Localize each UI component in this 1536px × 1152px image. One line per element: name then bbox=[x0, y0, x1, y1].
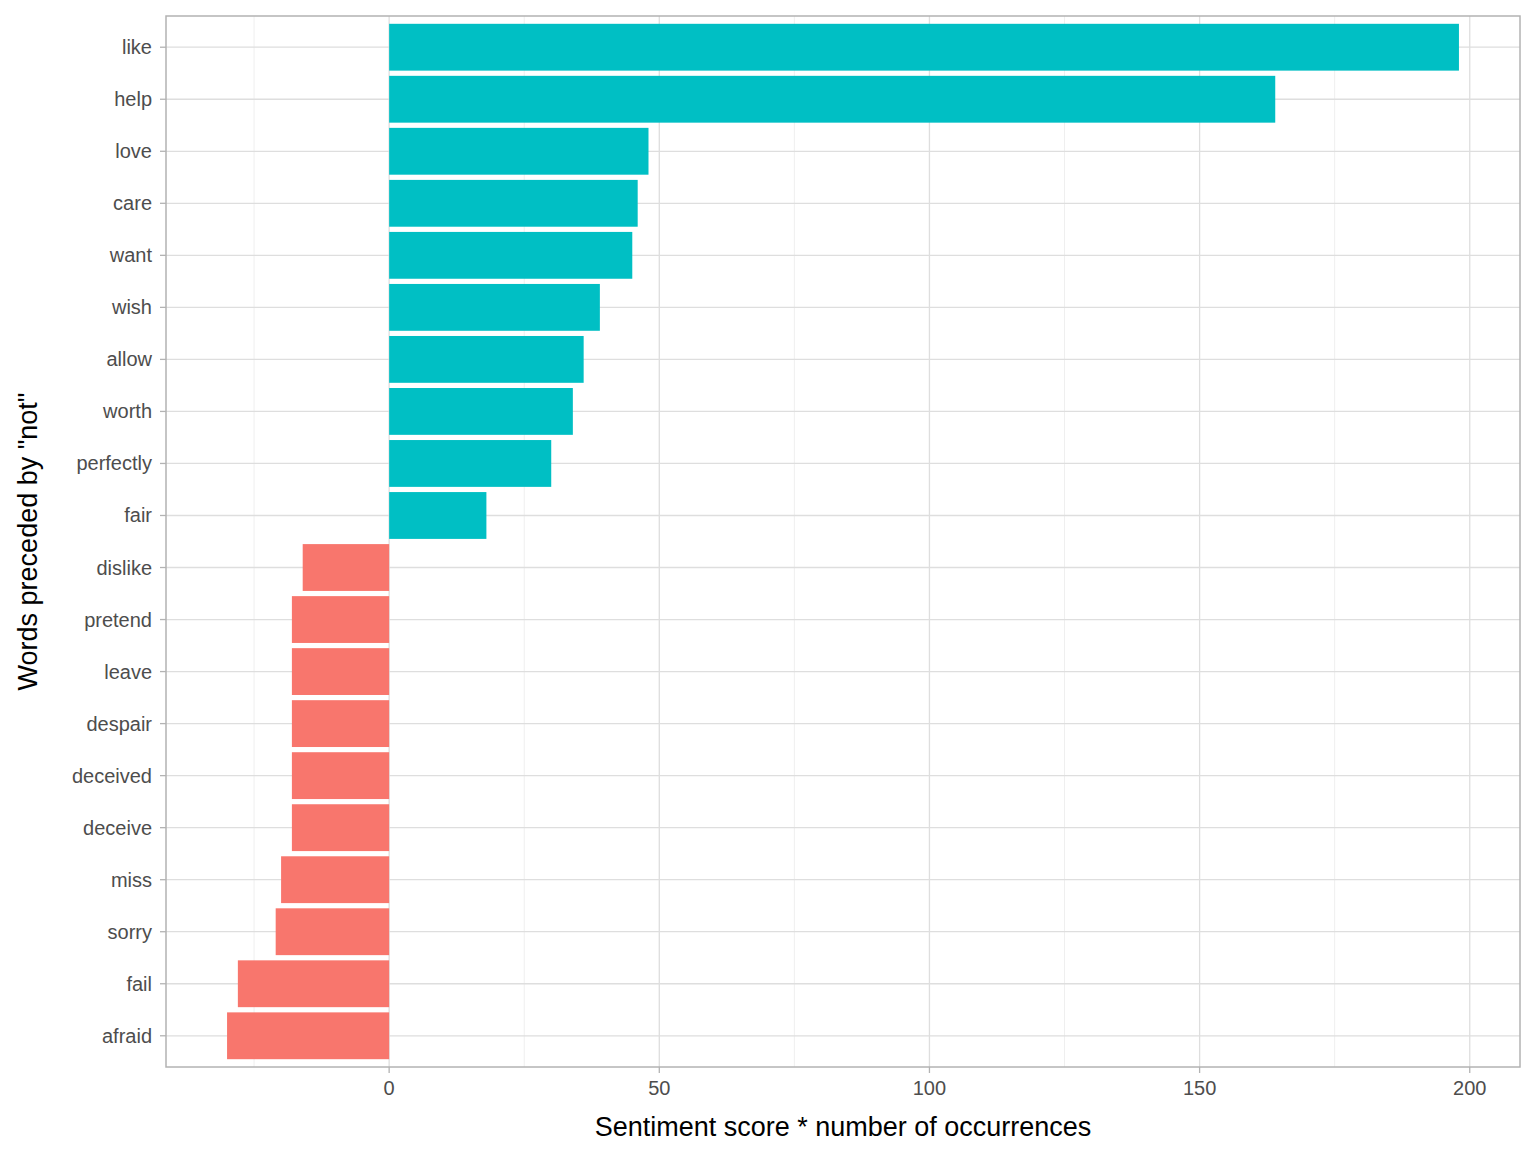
bar bbox=[292, 804, 389, 851]
tick-mark bbox=[1199, 1067, 1200, 1073]
bar bbox=[292, 648, 389, 695]
bar bbox=[389, 232, 632, 279]
tick-mark bbox=[160, 359, 166, 360]
bar bbox=[238, 960, 389, 1007]
bar bbox=[276, 908, 389, 955]
grid-line bbox=[166, 203, 1520, 204]
grid-line bbox=[659, 16, 660, 1067]
bars bbox=[227, 24, 1459, 1059]
tick-label: like bbox=[122, 36, 152, 58]
tick-mark bbox=[160, 515, 166, 516]
minor-grid-line bbox=[254, 16, 255, 1067]
tick-label: 50 bbox=[648, 1077, 670, 1099]
tick-label: deceived bbox=[72, 765, 152, 787]
tick-mark bbox=[160, 255, 166, 256]
tick-mark bbox=[160, 463, 166, 464]
tick-label: care bbox=[113, 192, 152, 214]
tick-mark bbox=[160, 567, 166, 568]
tick-label: pretend bbox=[84, 609, 152, 631]
tick-label: sorry bbox=[108, 921, 152, 943]
grid-line bbox=[166, 463, 1520, 464]
tick-mark bbox=[160, 151, 166, 152]
tick-mark bbox=[160, 931, 166, 932]
tick-label: leave bbox=[104, 661, 152, 683]
tick-mark bbox=[160, 983, 166, 984]
bar bbox=[281, 856, 389, 903]
panel-border bbox=[166, 16, 1520, 1067]
tick-label: help bbox=[114, 88, 152, 110]
tick-mark bbox=[160, 723, 166, 724]
tick-label: deceive bbox=[83, 817, 152, 839]
tick-label: fair bbox=[124, 504, 152, 526]
tick-label: perfectly bbox=[76, 452, 152, 474]
tick-label: afraid bbox=[102, 1025, 152, 1047]
tick-mark bbox=[160, 99, 166, 100]
tick-label: dislike bbox=[96, 557, 152, 579]
minor-grid-line bbox=[1064, 16, 1065, 1067]
tick-mark bbox=[160, 203, 166, 204]
tick-label: 100 bbox=[913, 1077, 946, 1099]
tick-label: worth bbox=[102, 400, 152, 422]
tick-label: 0 bbox=[384, 1077, 395, 1099]
tick-label: wish bbox=[111, 296, 152, 318]
tick-mark bbox=[160, 411, 166, 412]
tick-mark bbox=[929, 1067, 930, 1073]
bar bbox=[389, 388, 573, 435]
tick-mark bbox=[160, 47, 166, 48]
bar bbox=[389, 440, 551, 487]
bar bbox=[292, 596, 389, 643]
grid-line bbox=[166, 255, 1520, 256]
bar bbox=[227, 1012, 389, 1059]
tick-label: despair bbox=[86, 713, 152, 735]
y-axis-title: Words preceded by "not" bbox=[13, 393, 43, 691]
grid-line bbox=[166, 515, 1520, 516]
tick-mark bbox=[1469, 1067, 1470, 1073]
bar bbox=[389, 76, 1275, 123]
tick-mark bbox=[160, 307, 166, 308]
grid-line bbox=[166, 411, 1520, 412]
bar bbox=[292, 700, 389, 747]
x-axis-title: Sentiment score * number of occurrences bbox=[595, 1112, 1092, 1142]
bar bbox=[389, 128, 648, 175]
bar bbox=[389, 180, 638, 227]
grid-line bbox=[166, 359, 1520, 360]
tick-mark bbox=[160, 775, 166, 776]
tick-mark bbox=[160, 619, 166, 620]
tick-mark bbox=[160, 827, 166, 828]
tick-label: miss bbox=[111, 869, 152, 891]
bar bbox=[389, 492, 486, 539]
tick-label: allow bbox=[106, 348, 152, 370]
plot-background bbox=[166, 16, 1520, 1067]
tick-label: love bbox=[115, 140, 152, 162]
grid-line bbox=[929, 16, 930, 1067]
tick-label: 150 bbox=[1183, 1077, 1216, 1099]
tick-mark bbox=[388, 1067, 389, 1073]
bar bbox=[303, 544, 389, 591]
tick-label: fail bbox=[126, 973, 152, 995]
bar bbox=[389, 336, 584, 383]
grid-line bbox=[166, 307, 1520, 308]
bar bbox=[389, 284, 600, 331]
minor-grid-line bbox=[1334, 16, 1335, 1067]
tick-label: 200 bbox=[1453, 1077, 1486, 1099]
grid-line bbox=[1469, 16, 1470, 1067]
grid-line bbox=[166, 151, 1520, 152]
tick-mark bbox=[659, 1067, 660, 1073]
minor-grid-line bbox=[794, 16, 795, 1067]
grid-line bbox=[1199, 16, 1200, 1067]
chart: 0 50 100 150 200 like help love care want wish allo… bbox=[0, 0, 1536, 1152]
bar bbox=[292, 752, 389, 799]
tick-mark bbox=[160, 671, 166, 672]
tick-mark bbox=[160, 1035, 166, 1036]
tick-mark bbox=[160, 879, 166, 880]
tick-label: want bbox=[109, 244, 153, 266]
bar bbox=[389, 24, 1459, 71]
